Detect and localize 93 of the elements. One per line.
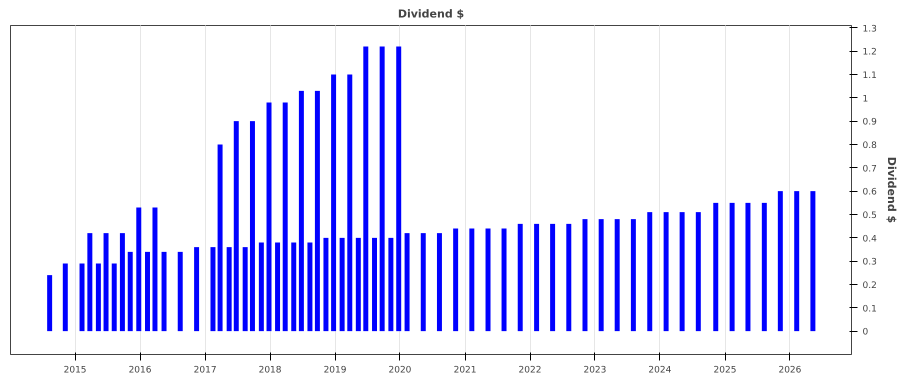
y-tick-label: 1.2 xyxy=(862,48,877,58)
bar xyxy=(128,252,133,332)
bar xyxy=(47,275,52,332)
bar xyxy=(680,212,685,332)
y-tick-label: 0.7 xyxy=(862,164,877,174)
y-tick-label: 1.1 xyxy=(862,71,877,81)
bar xyxy=(713,202,718,332)
bar xyxy=(226,247,232,332)
bar xyxy=(582,219,588,332)
bar xyxy=(340,238,345,332)
x-tick-label: 2018 xyxy=(258,366,282,375)
bar xyxy=(696,212,701,332)
bar xyxy=(194,247,200,332)
bar xyxy=(420,233,426,332)
bar xyxy=(234,121,239,332)
bar xyxy=(152,208,158,332)
bar xyxy=(598,219,604,332)
bar xyxy=(550,224,556,332)
bar xyxy=(396,46,402,332)
bar xyxy=(210,247,216,332)
x-tick-label: 2023 xyxy=(583,366,606,375)
bar xyxy=(388,238,394,332)
bar xyxy=(363,46,368,332)
bar xyxy=(291,242,296,332)
bar xyxy=(62,264,68,332)
y-tick-label: 1 xyxy=(862,94,868,104)
x-tick-label: 2024 xyxy=(648,366,672,375)
bar xyxy=(794,191,800,332)
bar xyxy=(96,264,101,332)
bar xyxy=(242,247,248,332)
bar xyxy=(778,191,783,332)
y-axis-title: Dividend $ xyxy=(884,156,898,224)
bar xyxy=(298,90,304,332)
bar xyxy=(810,191,816,332)
bar xyxy=(762,202,767,332)
chart-title: Dividend $ xyxy=(398,8,464,20)
bar xyxy=(664,212,669,332)
bar xyxy=(518,224,523,332)
bar xyxy=(258,242,264,332)
y-tick-label: 0.1 xyxy=(862,304,877,314)
bar xyxy=(80,264,85,332)
bar xyxy=(630,219,636,332)
x-tick-label: 2017 xyxy=(194,366,217,375)
bar xyxy=(323,238,328,332)
bar xyxy=(314,90,320,332)
y-tick-label: 0 xyxy=(862,328,868,338)
bar xyxy=(730,202,735,332)
bar xyxy=(250,121,255,332)
bar xyxy=(404,233,410,332)
y-tick-label: 0.9 xyxy=(862,118,878,128)
bar xyxy=(745,202,750,332)
bar xyxy=(282,102,288,332)
bar xyxy=(112,264,117,332)
bar xyxy=(372,238,378,332)
x-tick-label: 2016 xyxy=(128,366,152,375)
x-tick-label: 2019 xyxy=(324,366,347,375)
x-tick-label: 2020 xyxy=(388,366,412,375)
bar xyxy=(614,219,620,332)
bar xyxy=(87,233,92,332)
bar xyxy=(356,238,361,332)
x-tick-label: 2015 xyxy=(64,366,87,375)
bar xyxy=(566,224,572,332)
bar xyxy=(534,224,540,332)
bar xyxy=(275,242,280,332)
bar xyxy=(469,228,474,332)
bar xyxy=(647,212,652,332)
bar xyxy=(218,144,223,332)
bar xyxy=(453,228,458,332)
bar xyxy=(104,233,109,332)
x-tick-label: 2026 xyxy=(778,366,802,375)
bar xyxy=(380,46,385,332)
bar xyxy=(347,74,352,332)
x-tick-label: 2025 xyxy=(714,366,736,375)
bar xyxy=(145,252,150,332)
bar xyxy=(162,252,167,332)
bar xyxy=(502,228,507,332)
bar xyxy=(307,242,312,332)
y-tick-label: 0.5 xyxy=(862,211,877,221)
y-tick-label: 0.8 xyxy=(862,141,878,151)
bar xyxy=(136,208,142,332)
y-tick-label: 0.2 xyxy=(862,281,877,291)
y-tick-label: 1.3 xyxy=(862,24,877,34)
bar xyxy=(486,228,491,332)
y-tick-label: 0.4 xyxy=(862,234,878,244)
y-tick-label: 0.6 xyxy=(862,188,878,198)
bar xyxy=(331,74,336,332)
y-tick-label: 0.3 xyxy=(862,258,877,268)
bar xyxy=(436,233,442,332)
bar xyxy=(120,233,125,332)
x-tick-label: 2022 xyxy=(518,366,542,375)
bar xyxy=(178,252,183,332)
bar xyxy=(266,102,272,332)
x-tick-label: 2021 xyxy=(454,366,477,375)
